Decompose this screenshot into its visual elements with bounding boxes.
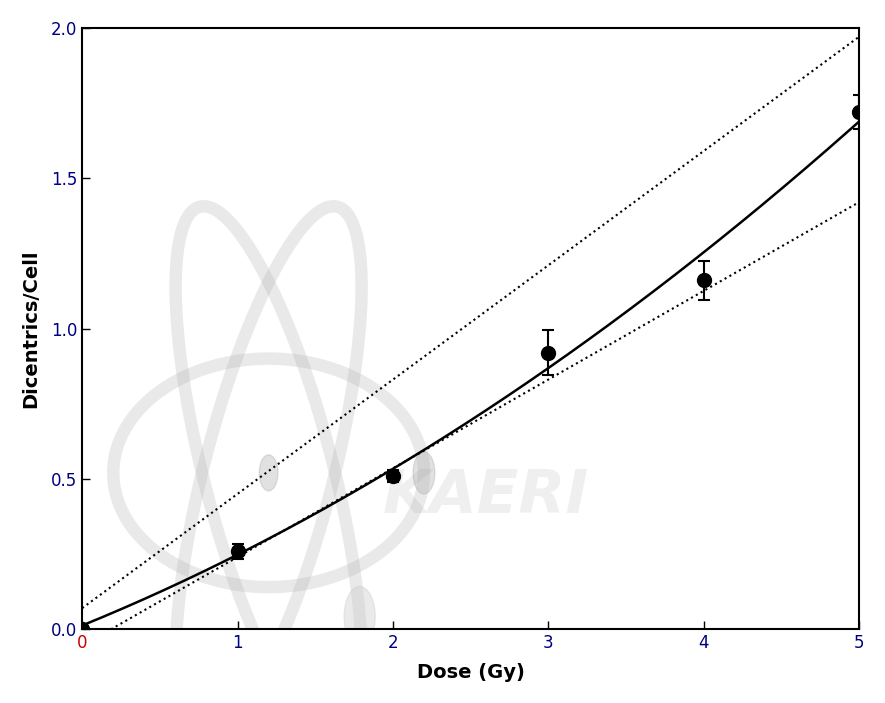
Circle shape — [344, 586, 375, 647]
Circle shape — [413, 452, 435, 494]
Text: KAERI: KAERI — [383, 467, 589, 527]
X-axis label: Dose (Gy): Dose (Gy) — [417, 663, 525, 682]
Y-axis label: Dicentrics/Cell: Dicentrics/Cell — [21, 250, 40, 408]
Circle shape — [259, 455, 278, 491]
